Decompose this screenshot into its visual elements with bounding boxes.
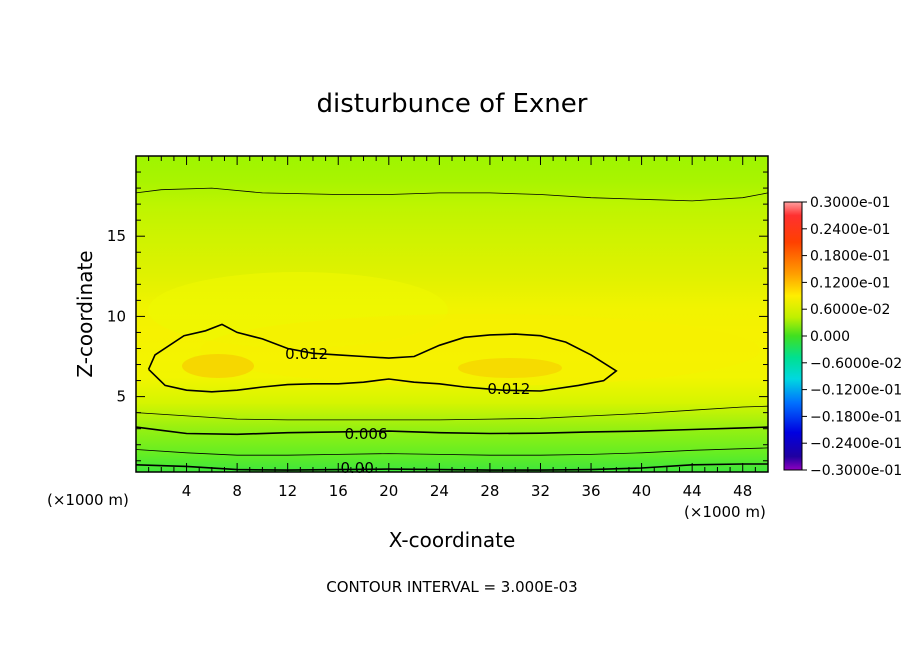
contour-line (136, 187, 768, 202)
x-tick-label: 20 (379, 482, 398, 500)
contour-field (136, 156, 768, 472)
colorbar-label: 0.3000e-01 (810, 195, 890, 211)
contour-interval: CONTOUR INTERVAL = 3.000E-03 (326, 578, 577, 596)
colorbar-label: 0.1800e-01 (810, 249, 890, 265)
x-axis: 4 8 12 16 20 24 28 32 36 40 44 48 (148, 156, 756, 500)
contour-label: 0.012 (285, 345, 328, 363)
y-axis: 5 10 15 (107, 171, 768, 462)
contour-line (136, 447, 768, 456)
y-tick-label: 5 (116, 388, 126, 406)
x-tick-label: 40 (632, 482, 651, 500)
colorbar-label: −0.1200e-01 (810, 383, 902, 399)
colorbar-ticks: 0.3000e-01 0.2400e-01 0.1800e-01 0.1200e-01… (802, 195, 902, 479)
contour-line (147, 323, 618, 393)
colorbar (783, 201, 803, 471)
colorbar-label: 0.000 (810, 329, 850, 345)
x-tick-label: 44 (683, 482, 702, 500)
y-tick-label: 15 (107, 227, 126, 245)
colorbar-label: −0.6000e-02 (810, 356, 902, 372)
colorbar-label: −0.3000e-01 (810, 463, 902, 479)
x-tick-label: 12 (278, 482, 297, 500)
y-tick-label: 10 (107, 307, 126, 325)
colorbar-label: 0.6000e-02 (810, 302, 890, 318)
x-unit-left: (×1000 m) (47, 491, 129, 509)
x-tick-label: 28 (480, 482, 499, 500)
contour-line (136, 426, 768, 436)
colorbar-label: −0.2400e-01 (810, 436, 902, 452)
contour-label: 0.006 (345, 425, 388, 443)
x-tick-label: 32 (531, 482, 550, 500)
x-tick-label: 36 (581, 482, 600, 500)
contour-label: 0.012 (487, 380, 530, 398)
colorbar-label: 0.2400e-01 (810, 222, 890, 238)
x-tick-label: 8 (232, 482, 242, 500)
x-tick-label: 24 (430, 482, 449, 500)
x-axis-label: X-coordinate (389, 528, 516, 552)
contour-labels: 0.012 0.012 0.006 0.00 (285, 345, 530, 477)
contour-label: 0.00 (340, 459, 373, 477)
x-tick-label: 4 (182, 482, 192, 500)
y-axis-label: Z-coordinate (73, 250, 97, 377)
x-tick-label: 48 (733, 482, 752, 500)
contour-line (136, 405, 768, 421)
chart-title: disturbunce of Exner (317, 89, 588, 119)
colorbar-label: −0.1800e-01 (810, 409, 902, 425)
x-tick-label: 16 (329, 482, 348, 500)
x-unit-right: (×1000 m) (684, 503, 766, 521)
colorbar-label: 0.1200e-01 (810, 275, 890, 291)
